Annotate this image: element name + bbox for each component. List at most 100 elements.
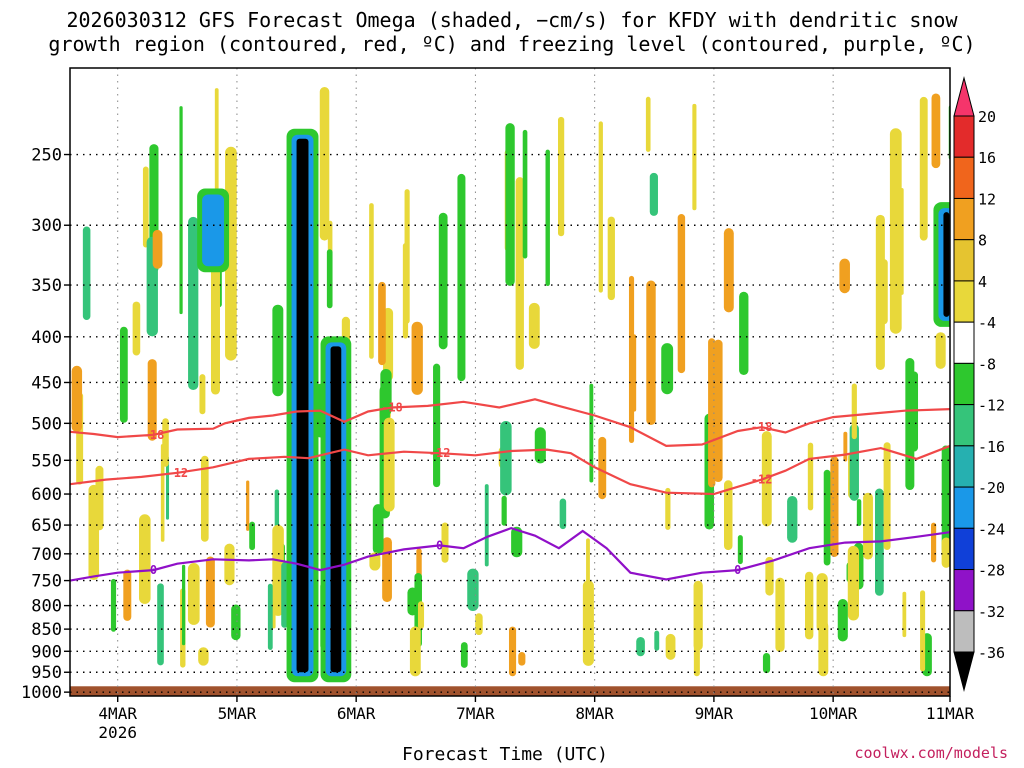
colorbar-label: 16 xyxy=(978,149,996,167)
omega-streak xyxy=(693,580,703,651)
omega-streak xyxy=(598,121,603,293)
omega-streak xyxy=(139,514,151,604)
colorbar-label: -28 xyxy=(978,562,1005,580)
omega-streak xyxy=(534,427,546,464)
colorbar-swatch xyxy=(953,280,975,323)
x-tick-label: 8MAR xyxy=(575,704,614,723)
chart-title-line2: growth region (contoured, red, ºC) and f… xyxy=(48,32,976,56)
omega-streak xyxy=(181,564,186,646)
omega-streak xyxy=(152,229,163,269)
colorbar-swatch xyxy=(953,115,975,158)
omega-streak xyxy=(267,583,273,650)
omega-streak xyxy=(119,326,128,423)
omega-streak xyxy=(851,383,857,440)
chart-title-line1: 2026030312 GFS Forecast Omega (shaded, −… xyxy=(66,8,958,32)
omega-streak xyxy=(192,573,197,617)
contour-label: -18 xyxy=(381,401,403,415)
omega-streak xyxy=(665,487,671,530)
omega-streak xyxy=(383,417,395,512)
omega-streak xyxy=(863,492,873,560)
y-tick-label: 350 xyxy=(31,276,62,296)
omega-streak xyxy=(272,304,284,397)
contour-label: -18 xyxy=(751,420,773,434)
y-tick-label: 250 xyxy=(31,146,62,166)
grid-lines xyxy=(70,68,950,696)
omega-streak xyxy=(723,228,734,313)
omega-streak xyxy=(142,166,149,248)
colorbar-label: -24 xyxy=(978,520,1005,538)
colorbar-swatch xyxy=(953,156,975,199)
omega-streak xyxy=(460,642,468,668)
y-tick-label: 700 xyxy=(31,545,62,565)
omega-streak xyxy=(935,332,946,369)
omega-streak xyxy=(665,633,676,660)
colorbar-swatch xyxy=(953,197,975,241)
omega-core xyxy=(296,138,309,673)
omega-streak xyxy=(518,651,526,666)
omega-streak xyxy=(883,442,891,551)
omega-streak xyxy=(920,590,926,672)
omega-streak xyxy=(713,339,723,483)
omega-streak xyxy=(598,436,607,500)
colorbar-label: -36 xyxy=(978,644,1005,662)
x-tick-label: 10MAR xyxy=(809,704,858,723)
colorbar-swatch xyxy=(953,527,975,571)
y-tick-label: 550 xyxy=(31,451,62,471)
ground-surface xyxy=(70,686,950,696)
omega-streak xyxy=(931,522,937,563)
omega-streak xyxy=(692,103,697,211)
x-tick-label: 5MAR xyxy=(218,704,257,723)
contour-label: 0 xyxy=(734,563,741,577)
omega-streak xyxy=(457,173,466,382)
omega-streak xyxy=(319,86,330,241)
omega-core xyxy=(943,212,950,317)
omega-streak xyxy=(902,591,907,638)
y-tick-label: 500 xyxy=(31,414,62,434)
y-tick-label: 650 xyxy=(31,516,62,536)
credit-text: coolwx.com/models xyxy=(854,744,1008,762)
omega-streak xyxy=(823,469,831,566)
colorbar-label: 20 xyxy=(978,108,996,126)
omega-streak xyxy=(441,522,449,563)
omega-streak xyxy=(147,359,157,441)
omega-streak xyxy=(165,456,170,520)
colorbar-label: 8 xyxy=(978,232,987,250)
omega-streak xyxy=(246,480,250,531)
omega-streak xyxy=(830,456,839,557)
omega-streak xyxy=(636,636,645,657)
omega-streak xyxy=(82,226,91,321)
omega-streak xyxy=(272,524,284,616)
omega-core xyxy=(330,346,342,673)
contour-label: -12 xyxy=(429,446,451,460)
omega-streak xyxy=(433,363,441,488)
omega-streak xyxy=(231,604,241,641)
y-tick-label: 600 xyxy=(31,485,62,505)
colorbar-swatch xyxy=(953,239,975,282)
omega-streak xyxy=(501,495,507,526)
omega-streak xyxy=(110,578,117,632)
contour-line-0 xyxy=(70,526,950,582)
omega-streak xyxy=(582,580,594,666)
omega-streak xyxy=(123,569,132,621)
colorbar-label: -8 xyxy=(978,355,996,373)
contour-line--12 xyxy=(70,444,950,496)
omega-streak xyxy=(723,480,733,551)
omega-streak xyxy=(765,556,774,596)
omega-streak xyxy=(438,212,448,350)
omega-streak xyxy=(545,149,550,286)
colorbar-label: -20 xyxy=(978,479,1005,497)
colorbar-bottom-arrow xyxy=(953,651,975,692)
omega-streak xyxy=(847,545,860,621)
omega-streak xyxy=(511,526,523,558)
omega-streak xyxy=(816,573,828,633)
x-tick-sublabel: 2026 xyxy=(98,723,137,742)
x-axis-ticks: 4MAR 5MAR 6MAR 7MAR 8MAR 9MAR 10MAR 11MAR 2026 xyxy=(98,696,974,742)
omega-streak xyxy=(160,444,165,542)
omega-streak xyxy=(559,498,567,530)
colorbar-label: 12 xyxy=(978,190,996,208)
x-tick-label: 4MAR xyxy=(98,704,137,723)
omega-streak xyxy=(589,383,594,483)
omega-streak xyxy=(645,96,651,152)
contour-line--18 xyxy=(70,398,950,448)
omega-streak xyxy=(249,521,256,551)
